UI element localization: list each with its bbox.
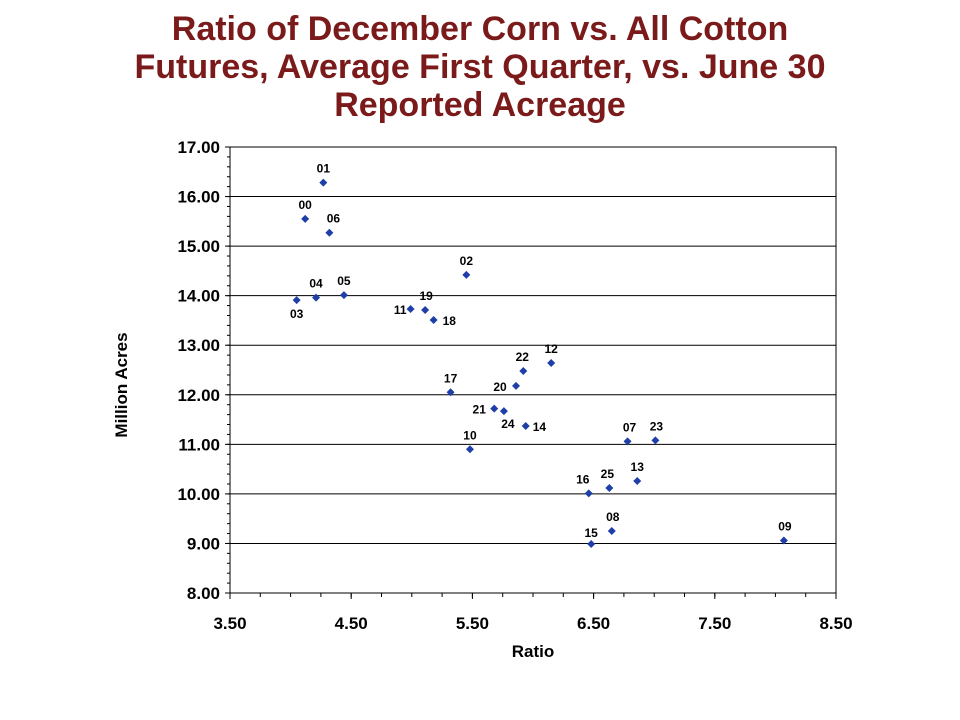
x-tick-label: 7.50 xyxy=(698,614,731,633)
y-tick-label: 9.00 xyxy=(187,534,220,553)
gridlines xyxy=(230,196,836,544)
data-label-07: 07 xyxy=(623,420,637,434)
y-tick-label: 14.00 xyxy=(177,287,220,306)
data-point-11 xyxy=(406,305,415,314)
data-label-22: 22 xyxy=(516,350,530,364)
data-point-19 xyxy=(421,306,430,315)
chart-title: Ratio of December Corn vs. All Cotton Fu… xyxy=(0,10,960,124)
y-tick-label: 10.00 xyxy=(177,485,220,504)
data-point-05 xyxy=(339,291,348,300)
y-tick-label: 11.00 xyxy=(178,435,220,454)
y-tick-label: 8.00 xyxy=(187,584,220,603)
data-label-05: 05 xyxy=(337,274,351,288)
data-point-22 xyxy=(519,366,528,375)
data-label-02: 02 xyxy=(460,254,474,268)
x-axis-label: Ratio xyxy=(512,642,555,661)
data-point-16 xyxy=(584,489,593,498)
data-point-12 xyxy=(547,359,556,368)
tick-labels: 8.00 9.00 10.00 11.00 12.00 13.00 14.00 15.00 16… xyxy=(177,138,852,633)
data-label-04: 04 xyxy=(309,277,323,291)
x-tick-label: 4.50 xyxy=(335,614,368,633)
data-label-13: 13 xyxy=(631,460,645,474)
data-point-17 xyxy=(446,388,455,397)
data-label-00: 00 xyxy=(298,198,312,212)
data-point-14 xyxy=(521,421,530,430)
y-tick-label: 17.00 xyxy=(177,138,220,157)
data-point-06 xyxy=(325,228,334,237)
data-point-02 xyxy=(462,270,471,279)
plot-area xyxy=(229,146,837,594)
data-point-21 xyxy=(490,404,499,413)
data-label-18: 18 xyxy=(443,314,457,328)
data-label-21: 21 xyxy=(473,403,487,417)
data-point-20 xyxy=(512,381,521,390)
y-tick-label: 13.00 xyxy=(177,336,220,355)
data-label-16: 16 xyxy=(576,472,590,486)
data-point-18 xyxy=(429,315,438,324)
data-point-23 xyxy=(651,436,660,445)
data-label-01: 01 xyxy=(317,162,331,176)
data-label-12: 12 xyxy=(545,342,559,356)
data-label-20: 20 xyxy=(493,380,507,394)
data-point-25 xyxy=(605,483,614,492)
data-label-23: 23 xyxy=(650,419,664,433)
data-label-17: 17 xyxy=(444,371,458,385)
data-label-14: 14 xyxy=(533,420,547,434)
data-label-03: 03 xyxy=(290,307,304,321)
x-tick-label: 8.50 xyxy=(819,614,852,633)
x-tick-label: 6.50 xyxy=(577,614,610,633)
data-points: 00 01 02 03 04 05 06 07 08 09 10 11 12 13 14 15 16 17 18 19… xyxy=(290,162,792,548)
data-label-08: 08 xyxy=(606,510,620,524)
data-point-01 xyxy=(319,178,328,187)
data-point-10 xyxy=(465,445,474,454)
data-label-25: 25 xyxy=(601,467,615,481)
data-label-09: 09 xyxy=(778,519,792,533)
data-point-24 xyxy=(499,407,508,416)
data-label-15: 15 xyxy=(584,526,598,540)
axes xyxy=(225,146,837,599)
x-tick-label: 5.50 xyxy=(456,614,489,633)
y-tick-label: 15.00 xyxy=(177,237,220,256)
data-point-08 xyxy=(607,527,616,536)
data-point-09 xyxy=(779,536,788,545)
y-axis-label: Million Acres xyxy=(112,332,131,437)
chart-title-line-1: Ratio of December Corn vs. All Cotton xyxy=(171,10,789,48)
data-point-13 xyxy=(633,477,642,486)
y-tick-label: 16.00 xyxy=(177,188,220,207)
data-point-00 xyxy=(301,214,310,223)
data-label-06: 06 xyxy=(327,212,341,226)
chart-title-line-2: Futures, Average First Quarter, vs. June… xyxy=(134,48,826,86)
data-point-04 xyxy=(312,293,321,302)
data-point-07 xyxy=(623,437,632,446)
data-label-11: 11 xyxy=(394,303,407,317)
chart-title-line-3: Reported Acreage xyxy=(334,86,626,124)
x-tick-label: 3.50 xyxy=(213,614,246,633)
data-label-19: 19 xyxy=(419,289,433,303)
data-label-24: 24 xyxy=(501,417,515,431)
y-tick-label: 12.00 xyxy=(177,386,220,405)
data-point-03 xyxy=(292,296,301,305)
data-label-10: 10 xyxy=(463,428,477,442)
data-point-15 xyxy=(587,539,596,548)
